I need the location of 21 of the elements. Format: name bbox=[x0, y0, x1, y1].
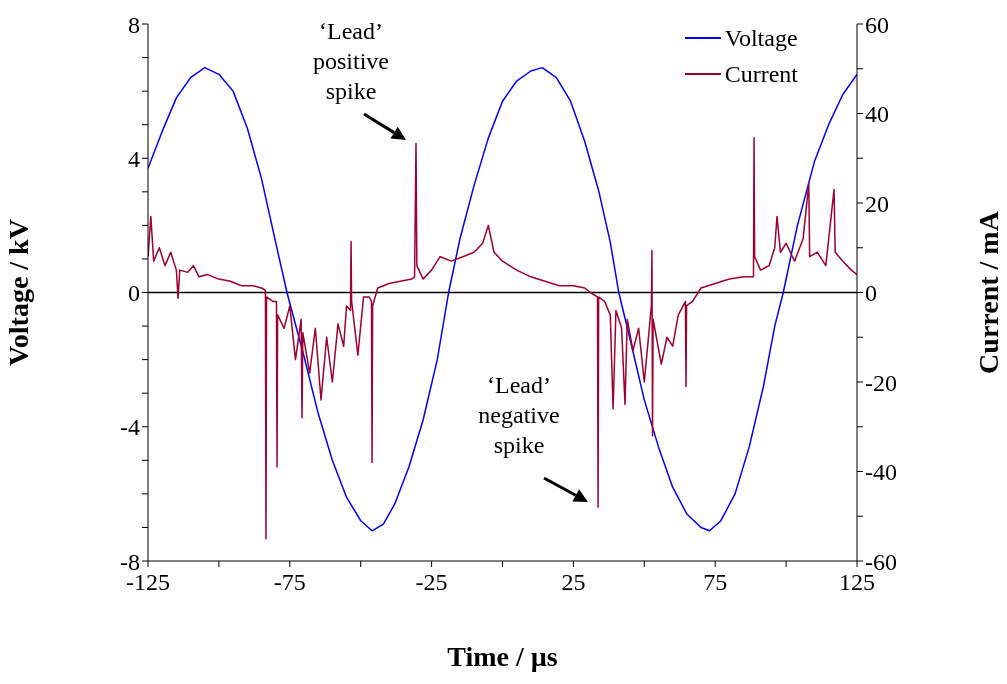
y-axis-title: Voltage / kV bbox=[2, 219, 34, 366]
x-axis-title: Time / µs bbox=[447, 641, 558, 672]
y2-tick-label: -20 bbox=[865, 369, 897, 396]
y2-tick-label: 60 bbox=[865, 11, 889, 38]
x-tick-label: 25 bbox=[561, 569, 586, 596]
y-tick-label: 4 bbox=[128, 145, 140, 172]
annotation: ‘Lead’ negative spike bbox=[477, 371, 561, 460]
x-tick-label: 75 bbox=[703, 569, 728, 596]
legend-label: Current bbox=[724, 60, 798, 89]
y2-tick-label: 0 bbox=[865, 280, 877, 307]
y2-tick-label: -40 bbox=[865, 459, 897, 486]
annotation: ‘Lead’ positive spike bbox=[312, 17, 390, 106]
y2-axis-title: Current / mA bbox=[972, 210, 1004, 374]
y-tick-label: 8 bbox=[128, 11, 140, 38]
y2-tick-label: 20 bbox=[865, 190, 889, 217]
legend-label: Voltage bbox=[724, 24, 798, 53]
x-tick-label: -75 bbox=[273, 569, 306, 596]
y2-tick-label: 40 bbox=[865, 101, 889, 128]
x-tick-label: -25 bbox=[415, 569, 448, 596]
y-tick-label: 0 bbox=[128, 280, 140, 307]
y-tick-label: -4 bbox=[120, 414, 140, 441]
